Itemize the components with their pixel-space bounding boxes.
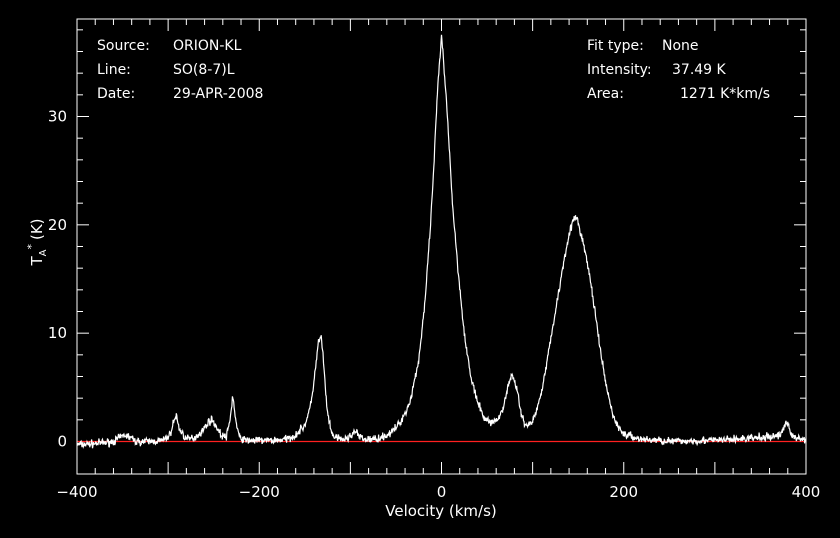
x-tick-label: 200 [609,483,638,501]
area-value: 1271 K*km/s [680,86,770,102]
intensity-key: Intensity: [587,62,652,78]
y-tick-label: 0 [57,433,67,451]
spectrum-line [76,34,807,449]
fit-type-value: None [662,38,699,54]
x-axis-label: Velocity (km/s) [385,502,496,520]
y-axis-label: TA* (K) [25,218,49,266]
y-axis-label-text: TA* (K) [25,218,49,266]
line-value: SO(8-7)L [173,62,235,78]
x-tick-label: −400 [56,483,97,501]
x-tick-label: 400 [792,483,821,501]
date-key: Date: [97,86,135,102]
y-label-sup: * [25,244,38,250]
x-tick-label: −200 [239,483,280,501]
y-label-unit: (K) [28,218,46,240]
fit-type-key: Fit type: [587,38,644,54]
tick-labels: −400 −200 0 200 400 0 10 20 30 [48,108,820,502]
y-label-main: T [28,256,46,267]
source-value: ORION-KL [173,38,242,54]
intensity-value: 37.49 K [672,62,727,78]
y-label-sub: A [38,249,49,256]
area-key: Area: [587,86,624,102]
y-tick-label: 10 [48,324,67,342]
y-tick-label: 30 [48,108,67,126]
date-value: 29-APR-2008 [173,86,263,102]
source-key: Source: [97,38,150,54]
y-tick-label: 20 [48,216,67,234]
plot-frame [76,18,807,475]
x-tick-label: 0 [437,483,447,501]
line-key: Line: [97,62,131,78]
